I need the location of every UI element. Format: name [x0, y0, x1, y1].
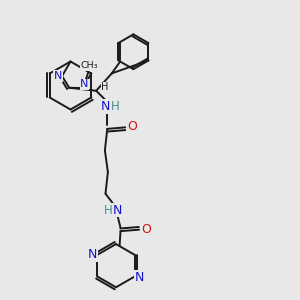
Text: N: N	[80, 80, 88, 89]
Text: H: H	[111, 100, 120, 113]
Text: H: H	[101, 82, 109, 92]
Text: N: N	[100, 100, 110, 113]
Text: H: H	[104, 204, 113, 217]
Text: O: O	[141, 223, 151, 236]
Text: N: N	[54, 71, 62, 81]
Text: N: N	[88, 248, 98, 261]
Text: CH₃: CH₃	[80, 61, 98, 70]
Text: N: N	[113, 204, 122, 217]
Text: N: N	[134, 271, 144, 284]
Text: O: O	[127, 120, 137, 133]
